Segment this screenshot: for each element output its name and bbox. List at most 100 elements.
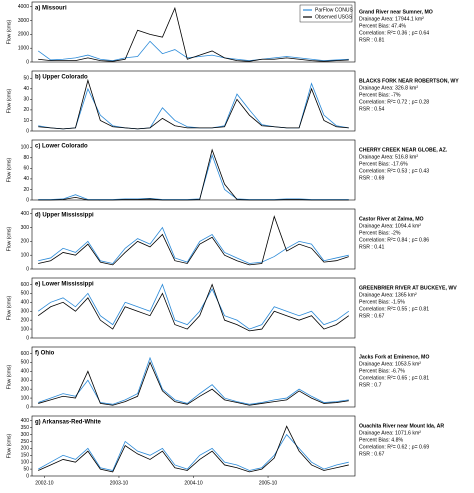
- y-tick-label: 2000: [18, 32, 29, 38]
- flow-line: [37, 283, 350, 330]
- flow-line: [38, 6, 349, 62]
- x-tick-label: 2002-10: [35, 480, 54, 486]
- y-tick-label: 0: [26, 59, 29, 65]
- station-note: RSR : 0.67: [359, 451, 384, 457]
- y-tick-label: 300: [21, 378, 30, 384]
- y-tick-label: 0: [26, 128, 29, 134]
- y-tick-label: 400: [21, 300, 30, 306]
- panel-frame: [31, 277, 356, 339]
- station-note: Correlation: R²= 0.84 ; ρ= 0.86: [359, 237, 429, 243]
- x-tick-label: 2004-10: [184, 480, 203, 486]
- y-tick-label: 30: [23, 97, 29, 103]
- flow-line: [38, 215, 349, 266]
- station-note: Percent Bias: -17.6%: [359, 161, 408, 167]
- station-note: Castor River at Zalma, MO: [359, 216, 424, 222]
- station-note: Correlation: R²= 0.62 ; ρ= 0.69: [359, 444, 429, 450]
- y-tick-label: 200: [21, 386, 30, 392]
- station-note: Grand River near Sumner, MO: [359, 9, 433, 15]
- station-note: Percent Bias: -6.7%: [359, 368, 405, 374]
- y-tick-label: 250: [21, 439, 30, 445]
- y-tick-label: 50: [23, 466, 29, 472]
- station-note: Drainage Area: 1053.5 km²: [359, 361, 421, 367]
- y-tick-label: 60: [23, 166, 29, 172]
- station-note: RSR : 0.67: [359, 313, 384, 319]
- panel-title: b) Upper Colorado: [35, 75, 88, 81]
- y-tick-label: 350: [21, 425, 30, 431]
- station-note: Jacks Fork at Eminence, MO: [359, 354, 429, 360]
- station-note: Drainage Area: 1071.6 km²: [359, 430, 421, 436]
- flow-line: [38, 78, 349, 130]
- panel-title: e) Lower Mississippi: [35, 282, 94, 288]
- y-tick-label: 500: [21, 291, 30, 297]
- y-tick-label: 200: [21, 239, 30, 245]
- y-tick-label: 0: [26, 473, 29, 479]
- panel-title: c) Lower Colorado: [35, 144, 88, 150]
- station-note: Correlation: R²= 0.72 ; ρ= 0.28: [359, 99, 429, 105]
- station-note: Drainage Area: 1365 km²: [359, 292, 417, 298]
- station-note: RSR : 0.41: [359, 244, 384, 250]
- y-tick-label: 100: [21, 253, 30, 259]
- flow-line: [38, 425, 349, 473]
- y-tick-label: 150: [21, 453, 30, 459]
- y-axis-label: Flow (cms): [6, 364, 12, 389]
- y-tick-label: 400: [21, 418, 30, 424]
- station-note: RSR : 0.81: [359, 37, 384, 43]
- station-note: BLACKS FORK NEAR ROBERTSON, WY: [359, 78, 459, 84]
- y-tick-label: 40: [23, 176, 29, 182]
- legend-label: Observed USGS: [315, 14, 353, 20]
- flow-line: [38, 153, 349, 200]
- flow-line: [38, 82, 349, 130]
- y-axis-label: Flow (cms): [6, 295, 12, 320]
- flow-line: [38, 356, 349, 405]
- y-tick-label: 80: [23, 155, 29, 161]
- panel-frame: [31, 346, 356, 408]
- panel-frame: [31, 208, 356, 270]
- panel-title: a) Missouri: [35, 6, 67, 12]
- panel-title: d) Upper Mississippi: [35, 213, 94, 219]
- station-note: CHERRY CREEK NEAR GLOBE, AZ.: [359, 147, 448, 153]
- y-axis-label: Flow (cms): [6, 433, 12, 458]
- y-tick-label: 500: [21, 360, 30, 366]
- y-tick-label: 100: [21, 395, 30, 401]
- station-note: RSR : 0.7: [359, 382, 382, 388]
- station-note: Correlation: R²= 0.53 ; ρ= 0.43: [359, 168, 429, 174]
- station-note: Percent Bias: 47.4%: [359, 23, 406, 29]
- y-axis-label: Flow (cms): [6, 157, 12, 182]
- y-tick-label: 40: [23, 86, 29, 92]
- station-note: Correlation: R²= 0.55 ; ρ= 0.81: [359, 306, 429, 312]
- y-tick-label: 200: [21, 317, 30, 323]
- y-tick-label: 300: [21, 432, 30, 438]
- flow-line: [38, 433, 349, 471]
- y-tick-label: 200: [21, 446, 30, 452]
- station-note: Drainage Area: 326.8 km²: [359, 85, 418, 91]
- y-tick-label: 0: [26, 266, 29, 272]
- legend-box: [299, 4, 353, 23]
- flow-line: [38, 148, 349, 201]
- y-tick-label: 400: [21, 211, 30, 217]
- y-tick-label: 0: [26, 404, 29, 410]
- y-tick-label: 3000: [18, 18, 29, 24]
- y-tick-label: 0: [26, 197, 29, 203]
- y-tick-label: 4000: [18, 4, 29, 10]
- y-tick-label: 300: [21, 309, 30, 315]
- station-note: Correlation: R²= 0.65 ; ρ= 0.81: [359, 375, 429, 381]
- flow-line: [38, 361, 349, 406]
- station-note: Correlation: R²= 0.36 ; ρ= 0.64: [359, 30, 429, 36]
- station-note: Percent Bias: -7%: [359, 92, 401, 98]
- y-tick-label: 600: [21, 351, 30, 357]
- station-note: GREENBRIER RIVER AT BUCKEYE, WV: [359, 285, 457, 291]
- y-axis-label: Flow (cms): [6, 226, 12, 251]
- station-note: RSR : 0.54: [359, 106, 384, 112]
- y-axis-label: Flow (cms): [6, 88, 12, 113]
- y-tick-label: 100: [21, 460, 30, 466]
- y-axis-label: Flow (cms): [6, 19, 12, 44]
- y-tick-label: 100: [21, 326, 30, 332]
- x-tick-label: 2003-10: [110, 480, 129, 486]
- y-tick-label: 50: [23, 76, 29, 82]
- flow-line: [38, 226, 349, 264]
- x-tick-label: 2005-10: [259, 480, 278, 486]
- y-tick-label: 20: [23, 187, 29, 193]
- y-tick-label: 400: [21, 369, 30, 375]
- station-note: RSR : 0.69: [359, 175, 384, 181]
- y-tick-label: 1000: [18, 46, 29, 52]
